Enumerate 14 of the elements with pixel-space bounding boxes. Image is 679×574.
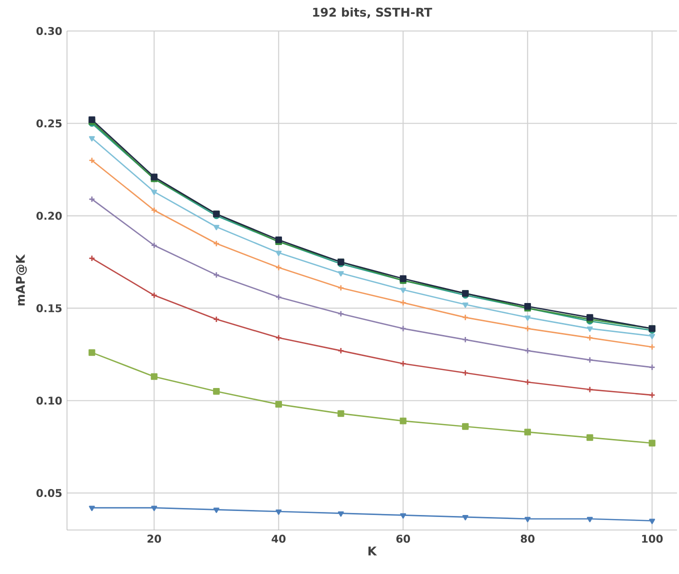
y-axis-title: mAP@K (16, 254, 27, 306)
chart-title: 192 bits, SSTH-RT (313, 7, 432, 18)
y-tick-label: 0.15 (36, 304, 62, 312)
y-tick-label: 0.20 (36, 212, 62, 220)
y-tick-label: 0.30 (36, 26, 62, 36)
x-tick-label: 80 (520, 534, 535, 543)
x-tick-label: 20 (148, 534, 162, 543)
y-tick-label: 0.05 (36, 488, 62, 498)
y-tick-label: 0.10 (36, 396, 62, 405)
y-tick-label: 0.25 (36, 119, 62, 128)
x-tick-label: 60 (396, 534, 410, 543)
x-tick-label: 40 (272, 534, 286, 543)
x-axis-title: K (368, 546, 378, 556)
x-tick-label: 100 (642, 534, 663, 543)
